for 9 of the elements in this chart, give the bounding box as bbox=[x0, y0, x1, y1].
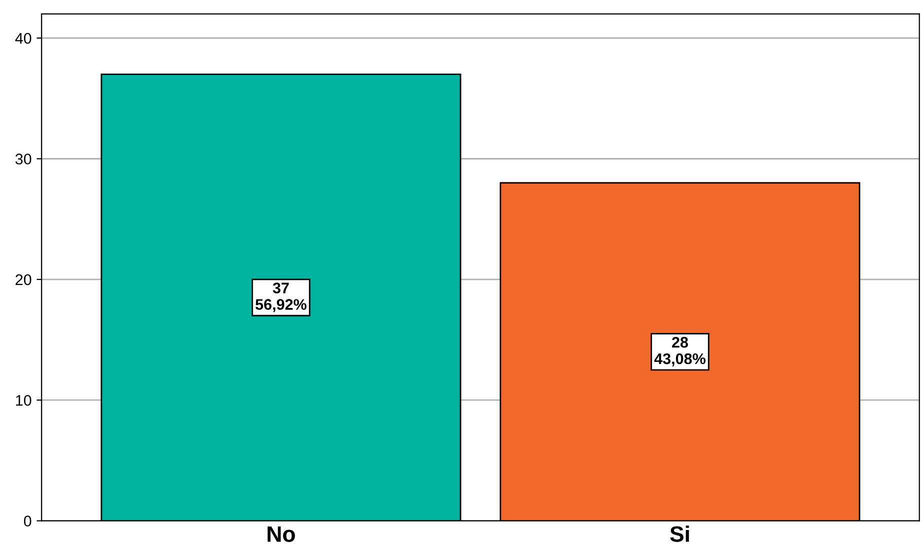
data-label: 37 56,92% bbox=[256, 282, 306, 312]
data-label: 28 43,08% bbox=[654, 336, 706, 366]
x-tick-label: No bbox=[268, 526, 295, 542]
y-tick-label: 40 bbox=[15, 32, 32, 44]
x-tick-label: Si bbox=[670, 526, 689, 542]
y-tick-label: 0 bbox=[24, 516, 32, 526]
y-tick-label: 10 bbox=[16, 394, 32, 406]
y-tick-label: 30 bbox=[15, 154, 32, 164]
y-tick-label: 20 bbox=[16, 274, 32, 286]
